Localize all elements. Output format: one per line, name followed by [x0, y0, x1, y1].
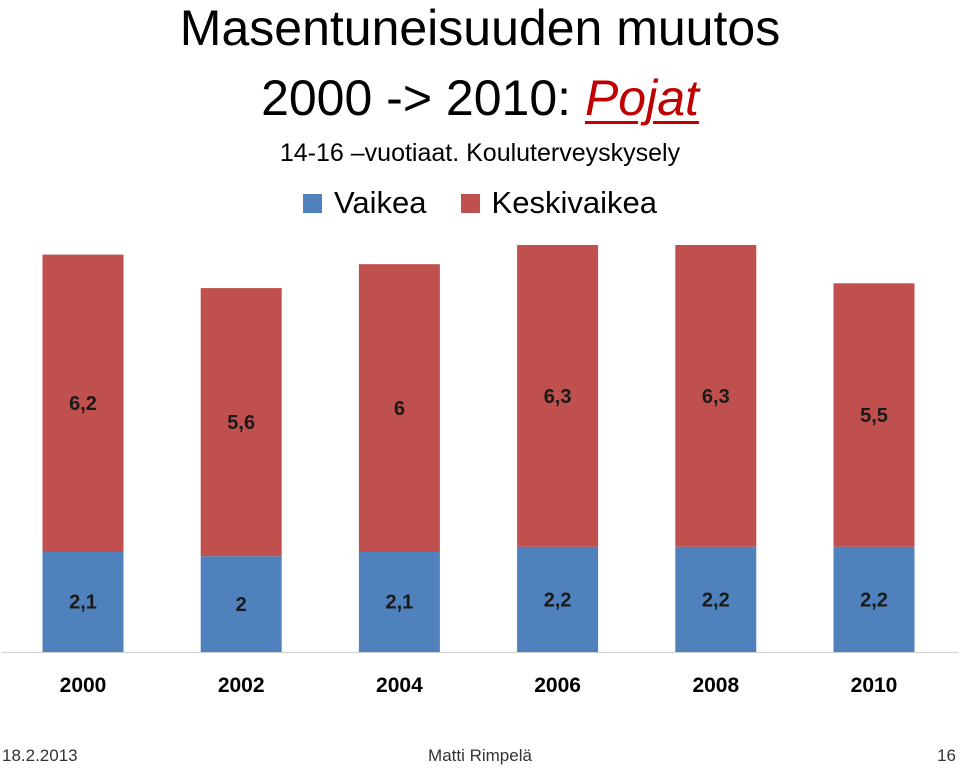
- data-label-vaikea-2008: 2,2: [702, 589, 730, 611]
- bar-vaikea-2006: [517, 546, 599, 652]
- data-label-keskivaikea-2004: 6: [394, 398, 405, 420]
- x-tick-label-2004: 2004: [376, 674, 423, 697]
- legend-label-vaikea: Vaikea: [334, 185, 427, 220]
- data-label-vaikea-2002: 2: [236, 594, 247, 616]
- chart-title-prefix: 2000 -> 2010:: [261, 70, 585, 126]
- bar-vaikea-2010: [833, 546, 915, 652]
- legend-label-keskivaikea: Keskivaikea: [491, 185, 657, 220]
- chart-title-emphasis: Pojat: [584, 70, 699, 126]
- x-tick-label-2002: 2002: [218, 674, 265, 697]
- chart-title-line1: Masentuneisuuden muutos: [179, 0, 781, 56]
- bar-keskivaikea-2006: [517, 245, 599, 547]
- data-label-keskivaikea-2000: 6,2: [69, 393, 97, 415]
- bar-vaikea-2002: [200, 556, 282, 652]
- legend-item-vaikea: Vaikea: [303, 183, 427, 223]
- footer-page-number: 16: [937, 746, 956, 765]
- data-label-vaikea-2000: 2,1: [69, 592, 97, 614]
- data-label-keskivaikea-2002: 5,6: [227, 412, 255, 434]
- legend: Vaikea Keskivaikea: [0, 183, 960, 223]
- bar-vaikea-2008: [675, 546, 757, 652]
- x-tick-label-2006: 2006: [534, 674, 581, 697]
- bar-keskivaikea-2008: [675, 245, 757, 547]
- data-label-keskivaikea-2006: 6,3: [544, 386, 572, 408]
- legend-swatch-keskivaikea: [460, 193, 480, 213]
- data-label-vaikea-2004: 2,1: [385, 592, 413, 614]
- chart-title-line2: 2000 -> 2010: Pojat: [0, 70, 960, 126]
- x-tick-label-2010: 2010: [851, 674, 898, 697]
- footer-date: 18.2.2013: [2, 746, 78, 765]
- bar-keskivaikea-2002: [200, 288, 282, 557]
- bar-vaikea-2000: [42, 551, 124, 652]
- legend-item-keskivaikea: Keskivaikea: [460, 183, 657, 223]
- data-label-keskivaikea-2010: 5,5: [860, 405, 888, 427]
- data-label-vaikea-2010: 2,2: [860, 589, 888, 611]
- legend-swatch-vaikea: [303, 193, 323, 213]
- footer-author: Matti Rimpelä: [428, 746, 532, 765]
- x-tick-label-2000: 2000: [60, 674, 107, 697]
- data-label-vaikea-2006: 2,2: [544, 589, 572, 611]
- x-tick-label-2008: 2008: [692, 674, 739, 697]
- bar-keskivaikea-2000: [42, 254, 124, 552]
- chart-subtitle: 14-16 –vuotiaat. Kouluterveyskysely: [279, 139, 681, 167]
- bar-keskivaikea-2010: [833, 283, 915, 547]
- bar-vaikea-2004: [358, 551, 440, 652]
- bar-keskivaikea-2004: [358, 264, 440, 552]
- data-label-keskivaikea-2008: 6,3: [702, 386, 730, 408]
